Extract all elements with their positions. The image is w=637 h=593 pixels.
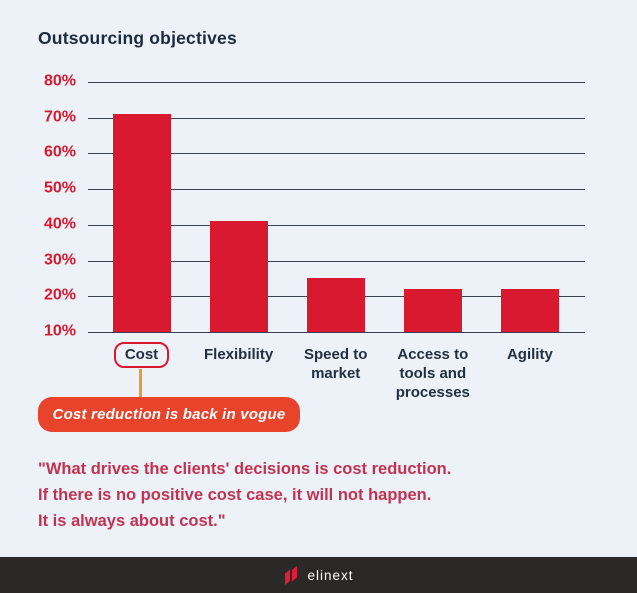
category-label-text: Agility xyxy=(506,346,553,363)
quote-line: It is always about cost." xyxy=(38,512,226,530)
category-label-text: Flexibility xyxy=(204,346,274,363)
gridline-30 xyxy=(88,260,585,262)
quote-line: "What drives the clients' decisions is c… xyxy=(38,460,452,478)
bar-agility xyxy=(500,289,559,332)
quote-line: If there is no positive cost case, it wi… xyxy=(38,486,432,504)
x-axis-label-speed-to-market: Speed to market xyxy=(281,342,391,383)
category-label-text: Access to tools and processes xyxy=(395,346,470,401)
gridline-80 xyxy=(88,82,585,83)
y-axis-tick-label-40: 40% xyxy=(43,215,76,233)
y-axis-tick-label-30: 30% xyxy=(43,251,76,269)
x-axis-label-agility: Agility xyxy=(475,342,585,364)
x-axis-label-cost: Cost xyxy=(87,342,197,368)
gridline-70 xyxy=(88,117,585,119)
brand-name: elinext xyxy=(307,567,354,583)
y-axis-tick-label-10: 10% xyxy=(43,322,76,340)
callout-bubble: Cost reduction is back in vogue xyxy=(38,397,300,432)
gridline-40 xyxy=(88,224,585,226)
y-axis-tick-label-50: 50% xyxy=(43,179,76,197)
gridline-10 xyxy=(88,332,585,333)
callout-connector-line xyxy=(139,369,142,398)
y-axis-tick-label-80: 80% xyxy=(43,72,76,90)
highlighted-category-box: Cost xyxy=(113,342,170,368)
footer-bar: elinext xyxy=(0,557,637,593)
quote-block: "What drives the clients' decisions is c… xyxy=(38,456,451,534)
elinext-n-icon xyxy=(285,565,298,585)
bar-cost xyxy=(112,114,171,332)
page-title: Outsourcing objectives xyxy=(38,28,237,48)
category-label-text: Speed to market xyxy=(304,346,368,382)
bar-speed-to-market xyxy=(306,278,365,332)
y-axis-tick-label-70: 70% xyxy=(43,108,76,126)
y-axis-tick-label-60: 60% xyxy=(43,144,76,162)
bar-flexibility xyxy=(209,221,268,332)
x-axis-label-access-to-tools-and-processes: Access to tools and processes xyxy=(378,342,488,402)
y-axis-tick-label-20: 20% xyxy=(43,286,76,304)
gridline-60 xyxy=(88,153,585,155)
bar-access-to-tools-and-processes xyxy=(403,289,462,332)
callout-text: Cost reduction is back in vogue xyxy=(52,406,286,423)
x-axis-label-flexibility: Flexibility xyxy=(184,342,294,364)
gridline-50 xyxy=(88,189,585,191)
